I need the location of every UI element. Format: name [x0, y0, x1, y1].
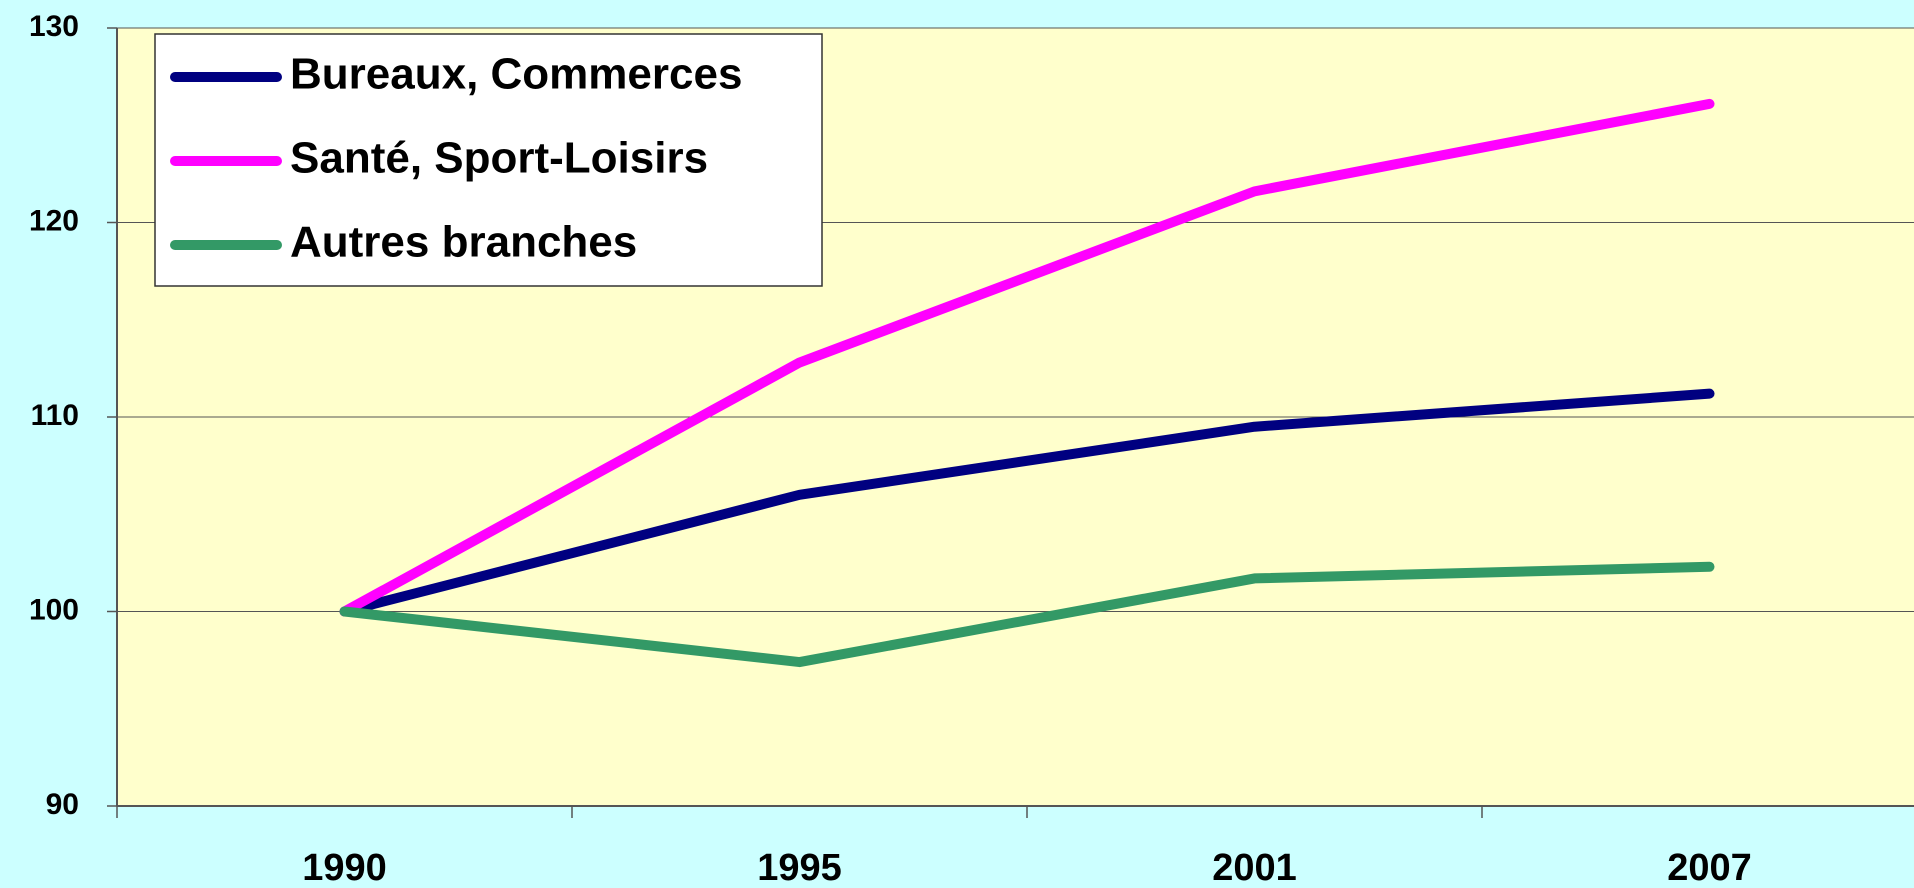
- y-tick-label: 110: [31, 399, 79, 432]
- y-tick-label: 130: [29, 10, 79, 43]
- y-tick-label: 90: [46, 788, 79, 821]
- series-line: [339, 98, 1715, 617]
- x-tick-label: 1995: [757, 847, 842, 888]
- series-line: [339, 388, 1715, 617]
- series-line: [339, 561, 1715, 668]
- legend-label: Santé, Sport-Loisirs: [290, 134, 708, 183]
- y-tick-label: 100: [29, 593, 79, 626]
- x-tick-label: 2001: [1212, 847, 1297, 888]
- legend-label: Bureaux, Commerces: [290, 50, 742, 99]
- x-tick-label: 1990: [302, 847, 387, 888]
- y-tick-label: 120: [29, 204, 79, 237]
- legend-label: Autres branches: [290, 218, 637, 267]
- x-tick-label: 2007: [1667, 847, 1752, 888]
